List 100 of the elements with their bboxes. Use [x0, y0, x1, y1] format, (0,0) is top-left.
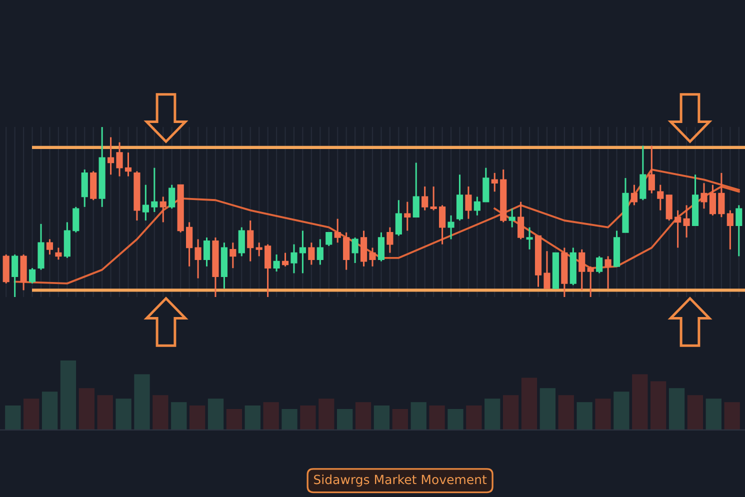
- bar: [668, 388, 685, 430]
- candlestick: [648, 144, 655, 194]
- candlestick: [186, 221, 193, 268]
- bar: [263, 402, 279, 430]
- candlestick: [352, 236, 358, 264]
- bar: [521, 378, 538, 430]
- candlestick: [386, 226, 394, 254]
- candlestick: [491, 172, 498, 192]
- candlestick: [290, 244, 298, 274]
- candlestick: [657, 184, 664, 212]
- candlestick: [526, 226, 533, 250]
- candlestick: [404, 201, 411, 232]
- bar: [466, 406, 482, 430]
- bar: [448, 409, 464, 430]
- bar: [152, 395, 168, 430]
- bar: [355, 402, 372, 430]
- candlestick: [360, 230, 368, 268]
- candlestick: [700, 182, 708, 210]
- bar: [226, 409, 242, 430]
- bar: [318, 398, 334, 430]
- text: Sidawrgs Market Movement: [314, 474, 487, 487]
- bar: [24, 398, 40, 430]
- candlestick: [299, 230, 306, 274]
- candlestick: [508, 208, 516, 228]
- candlestick: [666, 194, 672, 222]
- candlestick: [72, 206, 80, 234]
- candlestick: [378, 232, 385, 262]
- candlestick: [194, 238, 202, 280]
- candlestick: [46, 238, 54, 256]
- candlestick: [448, 214, 454, 240]
- bar: [244, 406, 260, 430]
- candlestick: [456, 174, 464, 222]
- candlestick: [142, 184, 149, 222]
- bar: [134, 374, 150, 430]
- bar: [558, 395, 574, 430]
- candlestick: [247, 220, 254, 262]
- candlestick: [736, 204, 742, 257]
- candlestick: [81, 168, 88, 208]
- candlestick: [160, 196, 166, 223]
- candlestick: [107, 136, 114, 176]
- candlestick: [343, 232, 350, 271]
- candlestick: [282, 252, 289, 268]
- candlestick: [168, 184, 176, 210]
- candlestick: [474, 196, 480, 216]
- bar: [706, 398, 722, 430]
- candlestick: [316, 238, 324, 266]
- candlestick: [395, 199, 402, 237]
- candlestick: [369, 246, 376, 268]
- candlestick: [578, 248, 586, 291]
- candlestick: [124, 152, 132, 178]
- bar: [337, 409, 353, 430]
- candlestick: [465, 186, 472, 220]
- bar: [392, 409, 408, 430]
- candlestick: [718, 172, 725, 218]
- candlestick: [544, 250, 550, 290]
- bar: [60, 360, 76, 430]
- bar: [5, 406, 21, 430]
- bar: [595, 398, 611, 430]
- candlestick: [264, 244, 272, 298]
- bar: [484, 398, 500, 430]
- candlestick: [412, 162, 420, 218]
- candlestick: [334, 218, 341, 244]
- bar: [42, 392, 58, 430]
- candlestick: [238, 226, 245, 257]
- candlestick: [430, 186, 437, 212]
- bar: [502, 395, 519, 430]
- candlestick: [604, 255, 612, 290]
- candlestick: [28, 267, 36, 284]
- candlestick: [587, 266, 594, 298]
- candlestick: [151, 167, 158, 213]
- candlestick: [438, 204, 446, 246]
- candlestick: [55, 246, 62, 260]
- candlestick: [726, 210, 734, 250]
- candlestick: [518, 201, 524, 240]
- bar: [282, 409, 298, 430]
- candlestick: [630, 184, 638, 206]
- bar: [97, 395, 113, 430]
- candlestick: [482, 167, 490, 203]
- bar: [171, 402, 187, 430]
- candlestick: [203, 236, 210, 268]
- candlestick: [674, 210, 682, 248]
- bar: [724, 402, 740, 430]
- candlestick: [230, 242, 236, 269]
- candlestick: [596, 255, 603, 274]
- candlestick: [116, 142, 123, 178]
- bar: [116, 398, 132, 430]
- candlestick: [273, 254, 280, 272]
- bar: [632, 374, 648, 430]
- bar: [614, 392, 630, 430]
- candlestick: [683, 204, 690, 238]
- bar: [687, 395, 704, 430]
- bar: [374, 406, 390, 430]
- candlestick: [640, 144, 646, 201]
- candlestick: [709, 184, 716, 216]
- bar: [208, 398, 224, 430]
- bar: [78, 388, 95, 430]
- bar: [410, 402, 426, 430]
- candlestick: [308, 242, 315, 266]
- bar: [650, 381, 666, 430]
- candlestick: [422, 186, 428, 212]
